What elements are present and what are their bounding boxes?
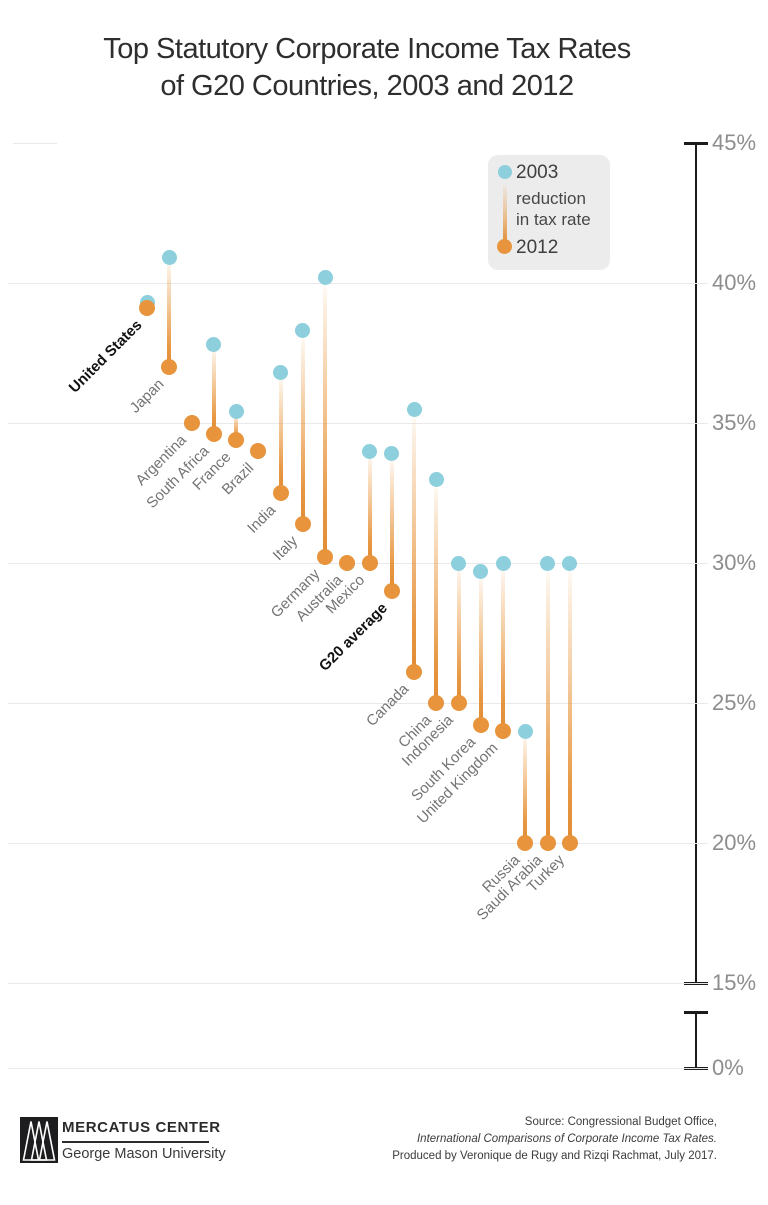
dot-2012 [161,359,178,375]
country-label: United States [65,316,146,397]
y-axis-tick-label: 40% [712,270,757,295]
country-label: Canada [363,680,413,731]
legend-reduction-label-line2: in tax rate [516,210,591,229]
dot-2012 [406,664,422,681]
y-axis-cap-break [684,1010,708,1014]
source-line3: Produced by Veronique de Rugy and Rizqi … [392,1150,717,1162]
reduction-stem [211,344,216,435]
reduction-stem [523,731,528,843]
y-axis-tick-label: 30% [712,550,757,575]
legend-2012-dot-icon [497,239,512,254]
gridline-25 [8,703,708,704]
dot-2003 [451,555,466,571]
dot-2012 [205,426,222,443]
gridline-20 [8,843,708,844]
dot-2003 [295,323,311,339]
dot-2012 [228,431,244,448]
dot-2003 [540,555,555,571]
dot-2003 [228,404,244,420]
reduction-stem [567,563,572,843]
reduction-stem [389,453,394,591]
reduction-stem [478,571,483,726]
dot-2012 [139,300,155,317]
country-label: G20 average [315,599,391,675]
country-label: Japan [126,375,168,417]
dot-2003 [428,471,444,487]
legend-reduction-stem-icon [503,185,507,245]
dot-2012 [539,835,556,851]
chart-title-line1: Top Statutory Corporate Income Tax Rates [103,33,631,65]
legend-2012-label: 2012 [516,237,559,258]
reduction-stem [234,411,238,440]
gridline-45 [13,143,57,144]
dot-2003 [384,446,400,462]
chart-title: Top Statutory Corporate Income Tax Rates… [0,31,734,105]
logo-divider [62,1141,209,1143]
gridline-15 [8,983,708,984]
dot-2012 [272,485,289,501]
dot-2003 [273,365,288,381]
dot-2012 [561,835,578,851]
y-axis-line-lower [695,1012,697,1068]
dot-2012 [183,415,200,431]
dot-2012 [472,717,489,734]
y-axis-cap-top [684,141,708,145]
reduction-stem [456,563,461,703]
dot-2003 [406,401,422,417]
source-attribution: Source: Congressional Budget Office, Int… [392,1114,717,1165]
dot-2012 [383,583,400,599]
chart-title-line2: of G20 Countries, 2003 and 2012 [160,70,574,102]
reduction-stem [501,563,505,731]
dot-2012 [250,443,267,459]
source-line2: International Comparisons of Corporate I… [416,1133,717,1145]
y-axis-tick-label: 15% [712,970,757,995]
mercatus-logo-icon [20,1117,58,1163]
reduction-stem [300,330,305,524]
reduction-stem [367,451,372,563]
dot-2012 [339,555,356,571]
gridline-0 [8,1068,708,1069]
legend-2003-dot-icon [498,165,512,179]
reduction-stem [323,277,327,558]
dot-2012 [450,695,467,711]
reduction-stem [167,257,172,367]
reduction-stem [412,409,416,673]
source-line1: Source: Congressional Budget Office, [524,1116,717,1128]
dot-2003 [517,723,533,739]
dot-2012 [495,723,511,739]
footer: MERCATUS CENTER George Mason University … [0,1108,768,1188]
dot-2003 [562,555,578,571]
gridline-30 [8,563,708,564]
y-axis-tick-label: 35% [712,410,757,435]
reduction-stem [278,372,283,493]
dot-2012 [317,549,333,566]
dot-2003 [362,443,377,459]
legend-box: 2003 reduction in tax rate 2012 [488,155,610,270]
reduction-stem [545,563,550,843]
y-axis-tick-label: 0% [712,1055,744,1080]
legend-reduction-label-line1: reduction [516,189,586,208]
george-mason-university-name: George Mason University [62,1146,226,1162]
country-label: India [244,501,280,537]
dot-2003 [206,337,222,353]
reduction-stem [434,479,439,703]
gridline-40 [8,283,708,284]
dot-2003 [495,555,511,571]
dot-2012 [517,835,534,851]
country-label: Italy [269,532,302,564]
y-axis-tick-label: 20% [712,830,757,855]
y-axis-tick-label: 25% [712,690,757,715]
dot-2012 [428,695,445,711]
y-axis-tick-label: 45% [712,130,757,155]
gridline-35 [8,423,708,424]
dot-2003 [317,269,333,285]
dot-2012 [294,515,311,532]
dot-2003 [473,563,489,579]
dot-2012 [361,555,378,571]
mercatus-center-name: MERCATUS CENTER [62,1119,221,1136]
dot-2003 [161,250,177,266]
legend-2003-label: 2003 [516,162,559,183]
